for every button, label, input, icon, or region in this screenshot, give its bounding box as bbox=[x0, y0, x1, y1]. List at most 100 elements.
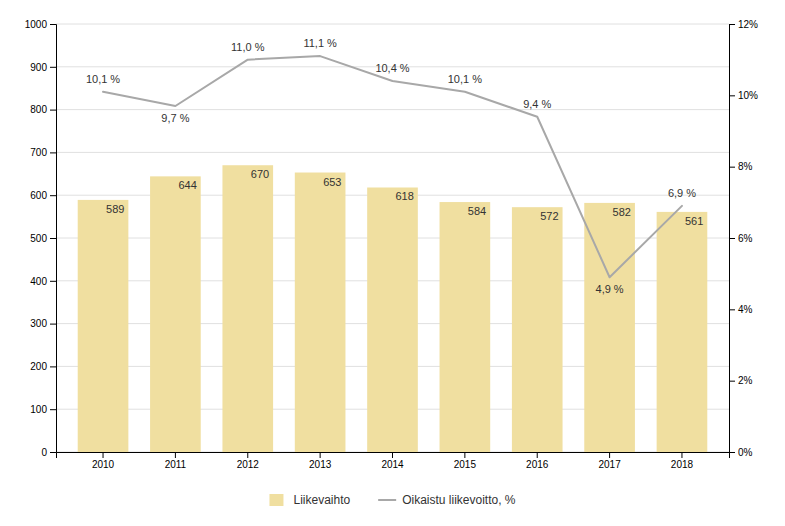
tick-label: 300 bbox=[30, 318, 47, 329]
data-label: 6,9 % bbox=[668, 187, 696, 199]
data-label: 653 bbox=[323, 176, 341, 188]
tick: 2011 bbox=[165, 452, 187, 470]
data-label: 584 bbox=[468, 205, 486, 217]
tick-label: 2012 bbox=[237, 459, 260, 470]
data-label: 10,1 % bbox=[448, 73, 482, 85]
tick-label: 400 bbox=[30, 276, 47, 287]
tick-label: 2015 bbox=[454, 459, 477, 470]
data-labels: 58964467065361858457258256110,1 %9,7 %11… bbox=[86, 37, 703, 295]
tick: 6% bbox=[729, 233, 753, 244]
tick: 2012 bbox=[237, 452, 260, 470]
tick-label: 2010 bbox=[92, 459, 115, 470]
tick-mark bbox=[50, 281, 56, 282]
tick-label: 2018 bbox=[671, 459, 694, 470]
axis-line bbox=[50, 25, 57, 453]
tick-label: 900 bbox=[30, 62, 47, 73]
tick-mark bbox=[609, 452, 610, 458]
data-label: 561 bbox=[685, 215, 703, 227]
bar bbox=[367, 187, 418, 452]
tick: 2018 bbox=[671, 452, 694, 470]
bar bbox=[78, 200, 129, 452]
tick: 2010 bbox=[92, 452, 115, 470]
tick: 2013 bbox=[309, 452, 332, 470]
tick-label: 12% bbox=[738, 19, 758, 30]
tick: 1000 bbox=[25, 19, 56, 30]
data-label: 11,0 % bbox=[231, 41, 265, 53]
tick-label: 700 bbox=[30, 147, 47, 158]
marks bbox=[78, 56, 708, 452]
tick-mark bbox=[50, 24, 56, 25]
tick: 2017 bbox=[598, 452, 621, 470]
x-axis: 201020112012201320142015201620172018 bbox=[57, 452, 730, 470]
data-label: 10,1 % bbox=[86, 73, 120, 85]
tick-mark bbox=[729, 167, 735, 168]
tick-mark bbox=[537, 452, 538, 458]
tick-mark bbox=[247, 452, 248, 458]
tick-mark bbox=[50, 452, 56, 453]
tick-label: 2014 bbox=[381, 459, 404, 470]
tick: 2% bbox=[729, 375, 753, 386]
tick: 400 bbox=[30, 276, 56, 287]
grid-line bbox=[56, 152, 729, 153]
tick: 600 bbox=[30, 190, 56, 201]
tick: 4% bbox=[729, 304, 753, 315]
tick-label: 200 bbox=[30, 361, 47, 372]
tick-mark bbox=[392, 452, 393, 458]
tick-label: 8% bbox=[738, 161, 753, 172]
data-label: 582 bbox=[613, 206, 631, 218]
bar bbox=[150, 176, 201, 452]
tick-label: 6% bbox=[738, 233, 753, 244]
chart: 010020030040050060070080090010000%2%4%6%… bbox=[0, 0, 785, 526]
legend: LiikevaihtoOikaistu liikevoitto, % bbox=[269, 493, 515, 507]
data-label: 9,7 % bbox=[161, 112, 189, 124]
tick-mark bbox=[464, 452, 465, 458]
tick: 0% bbox=[729, 447, 753, 458]
tick: 900 bbox=[30, 62, 56, 73]
bar bbox=[657, 212, 708, 452]
tick: 0 bbox=[41, 447, 56, 458]
grid-line bbox=[56, 24, 729, 25]
data-label: 644 bbox=[178, 179, 196, 191]
tick-mark bbox=[729, 24, 735, 25]
tick-mark bbox=[50, 152, 56, 153]
tick-mark bbox=[50, 409, 56, 410]
tick-mark bbox=[103, 452, 104, 458]
tick: 8% bbox=[729, 161, 753, 172]
tick-mark bbox=[729, 238, 735, 239]
data-label: 9,4 % bbox=[523, 98, 551, 110]
axis-line bbox=[57, 453, 730, 459]
tick: 2014 bbox=[381, 452, 404, 470]
tick-mark bbox=[50, 195, 56, 196]
tick: 800 bbox=[30, 104, 56, 115]
tick-mark bbox=[729, 309, 735, 310]
tick-label: 0% bbox=[738, 447, 753, 458]
legend-item: Liikevaihto bbox=[269, 493, 350, 507]
tick-mark bbox=[320, 452, 321, 458]
tick-mark bbox=[50, 67, 56, 68]
tick-label: 2% bbox=[738, 375, 753, 386]
data-label: 618 bbox=[396, 190, 414, 202]
bar bbox=[512, 207, 563, 452]
tick-mark bbox=[681, 452, 682, 458]
tick-mark bbox=[175, 452, 176, 458]
y2-axis: 0% 2% 4% 6% 8% 10% 12% bbox=[729, 19, 758, 458]
tick: 2015 bbox=[454, 452, 477, 470]
data-label: 4,9 % bbox=[596, 283, 624, 295]
tick: 500 bbox=[30, 233, 56, 244]
grid-line bbox=[56, 109, 729, 110]
tick: 700 bbox=[30, 147, 56, 158]
tick-label: 800 bbox=[30, 104, 47, 115]
tick-mark bbox=[50, 110, 56, 111]
tick-label: 500 bbox=[30, 233, 47, 244]
tick: 10% bbox=[729, 90, 758, 101]
bar bbox=[440, 202, 491, 452]
legend-label: Liikevaihto bbox=[293, 493, 350, 507]
plot: 010020030040050060070080090010000%2%4%6%… bbox=[25, 19, 758, 470]
tick-label: 600 bbox=[30, 190, 47, 201]
data-label: 11,1 % bbox=[303, 37, 337, 49]
tick: 12% bbox=[729, 19, 758, 30]
bar bbox=[222, 165, 273, 452]
tick-label: 2017 bbox=[598, 459, 621, 470]
tick-mark bbox=[50, 324, 56, 325]
tick-mark bbox=[50, 238, 56, 239]
